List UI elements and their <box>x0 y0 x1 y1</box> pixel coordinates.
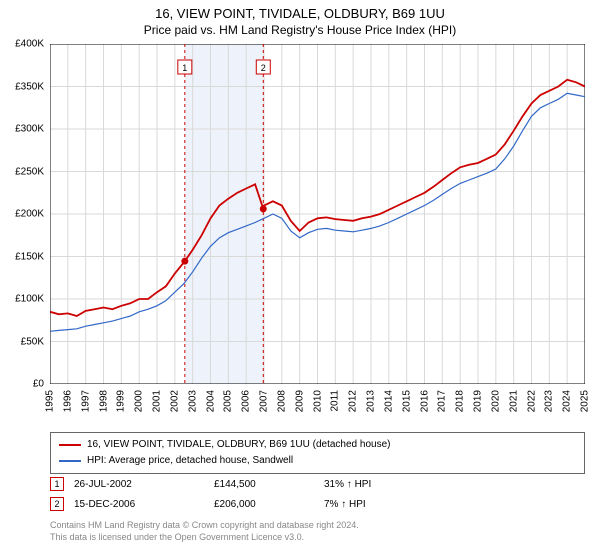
transaction-row: 2 15-DEC-2006 £206,000 7% ↑ HPI <box>50 494 585 514</box>
marker-label-text: 1 <box>182 63 187 73</box>
x-axis-label: 1996 <box>62 390 73 412</box>
transaction-hpi-delta: 31% ↑ HPI <box>324 479 444 490</box>
y-axis-label: £0 <box>33 379 44 390</box>
y-axis-label: £150K <box>15 251 44 262</box>
transaction-row: 1 26-JUL-2002 £144,500 31% ↑ HPI <box>50 474 585 494</box>
legend-item: HPI: Average price, detached house, Sand… <box>59 453 576 469</box>
footer-line-2: This data is licensed under the Open Gov… <box>50 532 585 544</box>
x-axis-label: 2016 <box>419 390 430 412</box>
x-axis-label: 2015 <box>401 390 412 412</box>
transaction-date: 15-DEC-2006 <box>74 499 204 510</box>
x-axis-label: 1999 <box>116 390 127 412</box>
x-axis-label: 2017 <box>437 390 448 412</box>
y-axis-label: £250K <box>15 166 44 177</box>
x-axis-label: 2007 <box>259 390 270 412</box>
y-axis-label: £100K <box>15 294 44 305</box>
legend-text: HPI: Average price, detached house, Sand… <box>87 453 293 469</box>
legend-swatch <box>59 460 81 462</box>
legend: 16, VIEW POINT, TIVIDALE, OLDBURY, B69 1… <box>50 432 585 474</box>
chart-container: 16, VIEW POINT, TIVIDALE, OLDBURY, B69 1… <box>0 0 600 560</box>
x-axis-label: 1997 <box>80 390 91 412</box>
chart-title: 16, VIEW POINT, TIVIDALE, OLDBURY, B69 1… <box>0 6 600 21</box>
footer: Contains HM Land Registry data © Crown c… <box>50 520 585 543</box>
y-axis-label: £50K <box>21 336 44 347</box>
x-axis-label: 1998 <box>98 390 109 412</box>
legend-text: 16, VIEW POINT, TIVIDALE, OLDBURY, B69 1… <box>87 437 390 453</box>
chart-subtitle: Price paid vs. HM Land Registry's House … <box>0 23 600 37</box>
x-axis-label: 2014 <box>383 390 394 412</box>
transaction-hpi-delta: 7% ↑ HPI <box>324 499 444 510</box>
transaction-marker-box: 2 <box>50 497 64 511</box>
y-axis-label: £400K <box>15 39 44 50</box>
x-axis: 1995199619971998199920002001200220032004… <box>50 388 585 428</box>
legend-item: 16, VIEW POINT, TIVIDALE, OLDBURY, B69 1… <box>59 437 576 453</box>
chart-svg: 12 <box>50 44 585 384</box>
x-axis-label: 2011 <box>330 390 341 412</box>
chart-plot-area: 12 <box>50 44 585 384</box>
x-axis-label: 2005 <box>223 390 234 412</box>
x-axis-label: 2002 <box>169 390 180 412</box>
marker-dot <box>181 258 188 265</box>
x-axis-label: 2022 <box>526 390 537 412</box>
x-axis-label: 2021 <box>508 390 519 412</box>
x-axis-label: 2020 <box>490 390 501 412</box>
x-axis-label: 2024 <box>562 390 573 412</box>
x-axis-label: 2009 <box>294 390 305 412</box>
x-axis-label: 2013 <box>366 390 377 412</box>
y-axis-label: £200K <box>15 209 44 220</box>
x-axis-label: 2006 <box>241 390 252 412</box>
x-axis-label: 2008 <box>276 390 287 412</box>
x-axis-label: 2010 <box>312 390 323 412</box>
y-axis-label: £300K <box>15 124 44 135</box>
x-axis-label: 2000 <box>134 390 145 412</box>
x-axis-label: 2004 <box>205 390 216 412</box>
y-axis: £0£50K£100K£150K£200K£250K£300K£350K£400… <box>0 44 48 384</box>
x-axis-label: 2012 <box>348 390 359 412</box>
transaction-marker-box: 1 <box>50 477 64 491</box>
x-axis-label: 2003 <box>187 390 198 412</box>
y-axis-label: £350K <box>15 81 44 92</box>
title-block: 16, VIEW POINT, TIVIDALE, OLDBURY, B69 1… <box>0 0 600 37</box>
x-axis-label: 2025 <box>580 390 591 412</box>
transaction-price: £206,000 <box>214 499 314 510</box>
x-axis-label: 2019 <box>473 390 484 412</box>
footer-line-1: Contains HM Land Registry data © Crown c… <box>50 520 585 532</box>
transaction-date: 26-JUL-2002 <box>74 479 204 490</box>
transactions-table: 1 26-JUL-2002 £144,500 31% ↑ HPI 2 15-DEC-200… <box>50 474 585 514</box>
x-axis-label: 2023 <box>544 390 555 412</box>
x-axis-label: 1995 <box>45 390 56 412</box>
legend-swatch <box>59 444 81 446</box>
x-axis-label: 2018 <box>455 390 466 412</box>
x-axis-label: 2001 <box>152 390 163 412</box>
marker-dot <box>260 205 267 212</box>
marker-label-text: 2 <box>261 63 266 73</box>
transaction-price: £144,500 <box>214 479 314 490</box>
